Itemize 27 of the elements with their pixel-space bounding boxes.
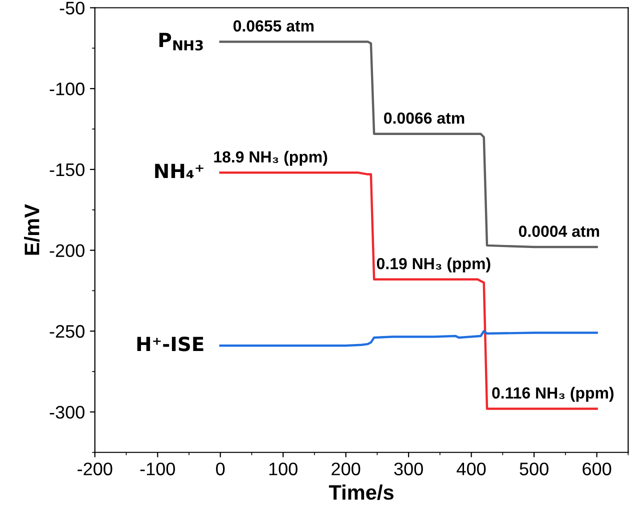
x-tick-label: 200 [332, 462, 360, 476]
x-tick-label: 500 [520, 462, 548, 476]
x-tick-label: 400 [456, 462, 486, 476]
y-tick-label: -200 [50, 244, 84, 257]
annotation: 0.116 NH₃ (ppm) [492, 386, 614, 402]
y-tick-label: -250 [50, 325, 84, 338]
x-tick-label: 600 [582, 462, 612, 476]
x-tick-label: -200 [78, 462, 112, 476]
line-series [219, 330, 598, 347]
y-tick-label: -300 [50, 406, 84, 419]
annotation: 0.0004 atm [518, 226, 600, 237]
annotation: 0.19 NH₃ (ppm) [376, 258, 490, 272]
annotation: 0.0066 atm [384, 112, 464, 124]
x-tick-label: 0 [216, 462, 225, 476]
x-tick-label: 100 [269, 462, 298, 476]
x-axis-title: Time/s [328, 484, 394, 500]
y-tick-label: -100 [50, 82, 84, 96]
x-tick-label: -100 [140, 462, 175, 476]
y-tick-label: -50 [60, 2, 84, 14]
y-axis-title: E/mV [24, 204, 40, 255]
y-tick-label: -150 [50, 163, 84, 176]
series-label: H⁺-ISE [137, 336, 204, 352]
x-tick-label: 300 [394, 462, 423, 476]
annotation: 0.0655 atm [233, 20, 314, 32]
series-label: P$_{NH3}$ [159, 32, 203, 50]
annotation: 18.9 NH₃ (ppm) [214, 150, 328, 166]
series-label: NH₄⁺ [155, 164, 204, 178]
